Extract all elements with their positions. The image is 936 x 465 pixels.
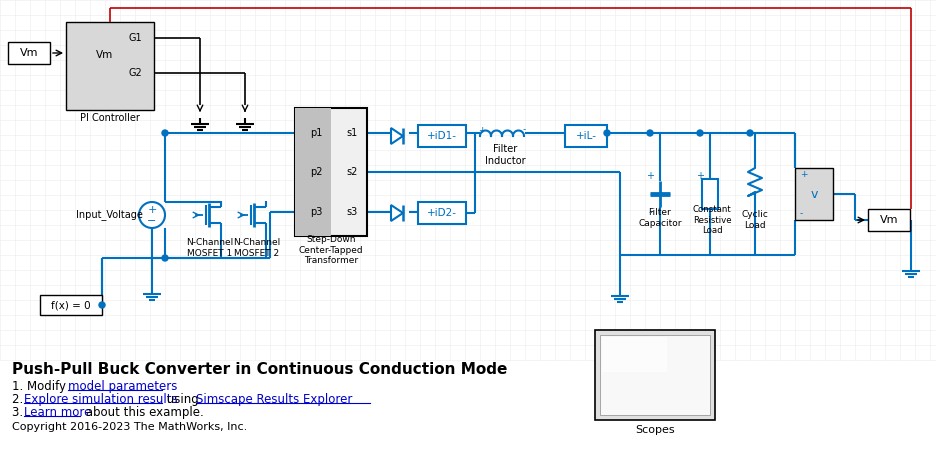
Text: Simscape Results Explorer: Simscape Results Explorer — [196, 393, 352, 406]
Bar — [295, 108, 330, 236]
Text: Vm: Vm — [20, 48, 38, 58]
Bar — [295, 108, 367, 236]
Bar — [601, 337, 666, 372]
Bar — [564, 125, 607, 147]
Text: N-Channel
MOSFET 2: N-Channel MOSFET 2 — [233, 238, 280, 258]
Text: using: using — [163, 393, 202, 406]
Text: 2.: 2. — [12, 393, 27, 406]
Text: PI Controller: PI Controller — [80, 113, 139, 123]
Bar — [8, 42, 50, 64]
Bar — [867, 209, 909, 231]
Text: f(x) = 0: f(x) = 0 — [51, 300, 91, 310]
Bar — [701, 179, 717, 209]
Circle shape — [139, 202, 165, 228]
Text: Learn more: Learn more — [24, 406, 92, 419]
Circle shape — [604, 130, 609, 136]
Circle shape — [162, 130, 168, 136]
Text: Copyright 2016-2023 The MathWorks, Inc.: Copyright 2016-2023 The MathWorks, Inc. — [12, 422, 247, 432]
Text: 1. Modify: 1. Modify — [12, 380, 69, 393]
Text: Constant
Resistive
Load: Constant Resistive Load — [692, 205, 731, 235]
Text: +: + — [695, 171, 703, 181]
Circle shape — [162, 255, 168, 261]
Text: Scopes: Scopes — [635, 425, 674, 435]
Text: +iD2-: +iD2- — [427, 208, 457, 218]
Text: Input_Voltage: Input_Voltage — [76, 210, 142, 220]
Bar — [599, 335, 709, 415]
Text: s3: s3 — [346, 207, 358, 217]
Text: Vm: Vm — [96, 50, 113, 60]
Text: Filter
Inductor: Filter Inductor — [484, 144, 525, 166]
Circle shape — [647, 130, 652, 136]
Text: +iL-: +iL- — [575, 131, 596, 141]
Text: v: v — [810, 187, 817, 200]
Text: Step-Down
Center-Tapped
Transformer: Step-Down Center-Tapped Transformer — [299, 235, 363, 265]
Text: Cyclic
Load: Cyclic Load — [740, 210, 768, 230]
Text: +iD1-: +iD1- — [427, 131, 457, 141]
Bar — [417, 202, 465, 224]
Text: 3.: 3. — [12, 406, 27, 419]
Circle shape — [746, 130, 753, 136]
Text: −: − — [147, 216, 156, 226]
Text: Explore simulation results: Explore simulation results — [24, 393, 178, 406]
Bar — [66, 22, 154, 110]
Bar — [594, 330, 714, 420]
Text: G1: G1 — [128, 33, 142, 43]
Polygon shape — [390, 205, 402, 221]
Text: s2: s2 — [346, 167, 358, 177]
Text: s1: s1 — [346, 128, 358, 138]
Text: N-Channel
MOSFET 1: N-Channel MOSFET 1 — [186, 238, 233, 258]
Bar — [40, 295, 102, 315]
Text: about this example.: about this example. — [82, 406, 203, 419]
Bar — [417, 125, 465, 147]
Text: -: - — [799, 210, 802, 219]
Text: +: + — [477, 126, 485, 134]
Text: +: + — [645, 171, 653, 181]
Bar — [794, 168, 832, 220]
Text: -: - — [521, 126, 525, 134]
Text: p3: p3 — [310, 207, 322, 217]
Text: G2: G2 — [128, 68, 142, 78]
Polygon shape — [390, 128, 402, 144]
Circle shape — [99, 302, 105, 308]
Text: Filter
Capacitor: Filter Capacitor — [637, 208, 681, 228]
Text: Vm: Vm — [879, 215, 898, 225]
Text: +: + — [799, 170, 807, 179]
Text: model parameters: model parameters — [68, 380, 177, 393]
Text: Push-Pull Buck Converter in Continuous Conduction Mode: Push-Pull Buck Converter in Continuous C… — [12, 362, 506, 377]
Text: p2: p2 — [310, 167, 322, 177]
Text: +: + — [147, 205, 156, 215]
Circle shape — [696, 130, 702, 136]
Text: p1: p1 — [310, 128, 322, 138]
Text: -: - — [648, 207, 651, 217]
